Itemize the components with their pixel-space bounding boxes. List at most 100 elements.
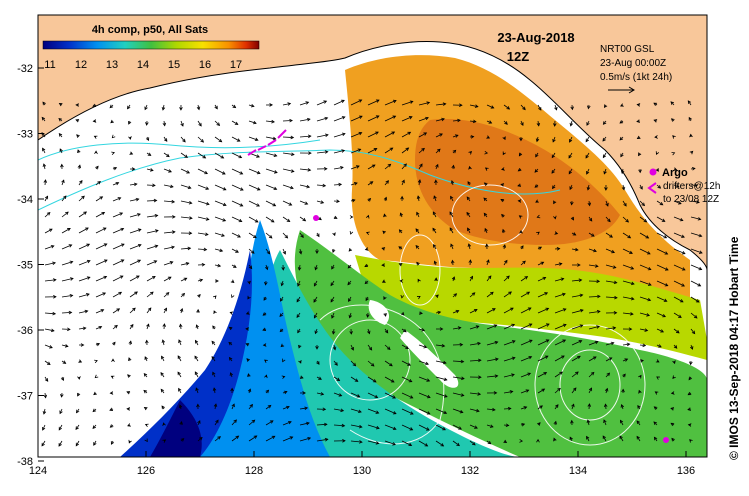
current-vector-head (217, 263, 222, 268)
current-vector (78, 180, 83, 186)
current-vector (503, 307, 514, 314)
current-vector (146, 323, 150, 330)
current-vector-head (383, 296, 387, 300)
current-vector (571, 294, 583, 298)
current-vector (435, 133, 443, 138)
current-vector-head (555, 404, 559, 408)
current-vector-head (76, 409, 80, 414)
current-vector (231, 232, 241, 238)
current-vector-head (556, 247, 561, 251)
current-vector-head (642, 343, 647, 348)
current-vector-head (42, 147, 46, 152)
current-vector-head (392, 442, 396, 446)
current-vector (61, 261, 73, 266)
current-vector (452, 424, 462, 430)
current-vector (452, 376, 465, 380)
current-vector-head (81, 195, 85, 200)
current-vector (265, 136, 276, 140)
current-vector (197, 184, 209, 190)
current-vector-head (127, 374, 131, 378)
current-vector-head (68, 310, 73, 315)
current-vector-head (630, 296, 635, 301)
current-vector-head (654, 391, 659, 395)
current-vector (588, 372, 595, 378)
current-vector-head (620, 103, 624, 107)
current-vector (129, 259, 141, 266)
current-vector-head (356, 165, 360, 169)
current-vector (330, 280, 335, 286)
coldest-sst-band (150, 400, 202, 457)
current-vector-head (330, 282, 334, 287)
current-vector-head (128, 136, 132, 140)
current-vector-head (291, 152, 295, 156)
current-vector-head (553, 437, 557, 442)
current-vector (690, 248, 703, 254)
current-vector-head (375, 99, 380, 103)
current-vector (449, 227, 454, 234)
current-vector-head (562, 308, 567, 312)
current-vector (639, 296, 651, 301)
current-vector-head (579, 293, 584, 298)
current-vector-head (687, 391, 692, 396)
current-vector-head (297, 329, 301, 334)
current-vector-head (144, 423, 149, 428)
current-vector-head (439, 327, 444, 331)
current-vector-head (230, 279, 235, 283)
current-vector-head (643, 219, 648, 223)
white-contours (319, 184, 646, 446)
current-vector (265, 248, 270, 255)
current-vector (180, 136, 186, 143)
current-vector-head (60, 377, 65, 382)
current-vector-head (162, 422, 166, 427)
current-vector-head (407, 362, 411, 366)
current-vector (520, 323, 532, 330)
current-vector-head (623, 202, 627, 207)
current-vector (299, 407, 308, 410)
current-vector-head (58, 103, 63, 107)
current-vector-head (127, 423, 131, 427)
current-vector (639, 264, 651, 270)
current-vector-head (147, 152, 152, 156)
current-vector (673, 248, 686, 255)
current-vector-head (542, 276, 547, 281)
current-vector (568, 152, 573, 159)
current-vector-head (656, 376, 660, 380)
current-vector (418, 163, 423, 170)
current-vector (656, 328, 664, 333)
current-vector (520, 406, 527, 410)
current-vector (331, 312, 335, 319)
current-vector (656, 232, 667, 239)
current-vector (146, 215, 158, 218)
colorbar-tick-label: 12 (75, 59, 87, 71)
current-vector (282, 216, 290, 222)
current-vector-head (95, 165, 99, 170)
current-vector-head (144, 356, 148, 360)
current-vector-head (133, 182, 138, 187)
current-vector-head (318, 216, 322, 221)
current-vector-head (534, 184, 539, 188)
current-vector-head (332, 346, 337, 351)
current-vector-head (470, 135, 475, 139)
current-vector (112, 325, 118, 330)
current-vector-head (182, 138, 186, 143)
current-vector-head (286, 405, 290, 410)
current-vector (433, 195, 437, 202)
current-vector-head (222, 187, 227, 191)
current-vector-head (282, 250, 286, 255)
current-vector (95, 292, 106, 298)
current-vector-head (510, 307, 514, 311)
current-vector (333, 424, 345, 427)
current-vector (180, 168, 190, 174)
current-vector-head (587, 202, 592, 207)
current-vector-head (590, 371, 595, 376)
current-vector-head (205, 201, 210, 206)
current-vector (656, 216, 665, 222)
current-vector-head (298, 359, 302, 364)
current-vector-head (76, 134, 80, 138)
current-vector (503, 275, 510, 282)
current-vector-head (424, 443, 429, 447)
current-vector-head (324, 150, 329, 154)
current-vector-head (511, 373, 515, 377)
current-vector (432, 211, 437, 218)
current-vector-head (245, 327, 249, 331)
